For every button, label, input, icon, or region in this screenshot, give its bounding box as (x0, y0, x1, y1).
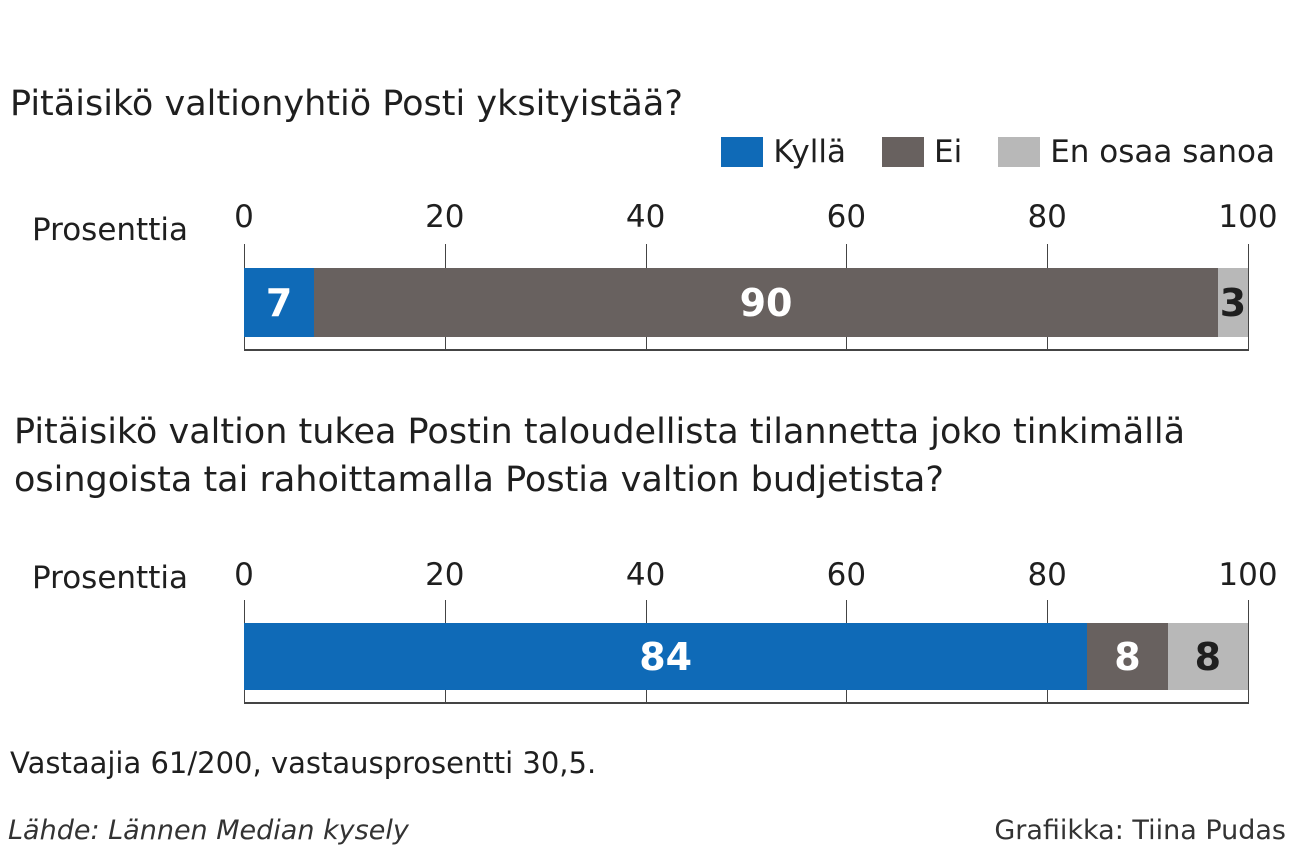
legend-swatch-kylla (721, 137, 764, 167)
chart2-data-label-en-osaa-sanoa: 8 (1194, 634, 1222, 679)
chart2-tick-label-100: 100 (1218, 557, 1278, 593)
chart1-tick-label-80: 80 (1027, 199, 1067, 235)
chart1-axis-label: Prosenttia (32, 212, 188, 248)
graphics-credit: Grafiikka: Tiina Pudas (994, 815, 1286, 846)
chart2-bar-en-osaa-sanoa: 8 (1167, 623, 1248, 690)
chart1-baseline (244, 349, 1249, 351)
chart1-data-label-en-osaa-sanoa: 3 (1219, 280, 1247, 325)
legend-swatch-ei (881, 137, 924, 167)
chart1-tick-label-0: 0 (234, 199, 254, 235)
chart1-title: Pitäisikö valtionyhtiö Posti yksityistää… (10, 84, 683, 124)
chart2-title-line1: Pitäisikö valtion tukea Postin taloudell… (14, 412, 1186, 452)
legend-label-ei: Ei (933, 134, 963, 170)
chart2-tick-label-40: 40 (625, 557, 666, 593)
respondents-note: Vastaajia 61/200, vastausprosentti 30,5. (10, 746, 597, 780)
chart1-tick-label-100: 100 (1218, 199, 1278, 235)
chart1-data-label-ei: 90 (739, 280, 793, 325)
chart2-title-line2: osingoista tai rahoittamalla Postia valt… (14, 460, 944, 500)
chart1-bar-en-osaa-sanoa: 3 (1217, 268, 1248, 337)
chart2-data-label-kylla: 84 (639, 634, 693, 679)
chart1-tick-label-60: 60 (826, 199, 867, 235)
legend-label-en-osaa-sanoa: En osaa sanoa (1050, 134, 1275, 170)
legend-item-kylla: Kyllä (721, 134, 846, 170)
chart1-tick-label-20: 20 (425, 199, 465, 235)
chart2-bar-kylla: 84 (244, 623, 1088, 690)
chart1-tick-label-40: 40 (625, 199, 666, 235)
chart1-data-label-kylla: 7 (265, 280, 293, 325)
legend-item-en-osaa-sanoa: En osaa sanoa (998, 134, 1275, 170)
chart2-tick-label-0: 0 (234, 557, 254, 593)
chart2-bar-ei: 8 (1087, 623, 1168, 690)
chart2-tick-label-20: 20 (425, 557, 465, 593)
chart2-axis-label: Prosenttia (32, 560, 188, 596)
chart2-tick-label-60: 60 (826, 557, 867, 593)
legend-item-ei: Ei (881, 134, 963, 170)
chart1-bar-ei: 90 (314, 268, 1218, 337)
chart1-bar-kylla: 7 (244, 268, 315, 337)
source-note: Lähde: Lännen Median kysely (8, 815, 409, 846)
legend-label-kylla: Kyllä (773, 134, 846, 170)
chart2-gridline-100 (1248, 600, 1249, 704)
chart2-baseline (244, 702, 1249, 704)
chart2-tick-label-80: 80 (1027, 557, 1067, 593)
legend: Kyllä Ei En osaa sanoa (685, 134, 1275, 170)
chart2-data-label-ei: 8 (1114, 634, 1141, 679)
legend-swatch-en-osaa-sanoa (998, 137, 1041, 167)
chart1-gridline-100 (1248, 244, 1249, 351)
